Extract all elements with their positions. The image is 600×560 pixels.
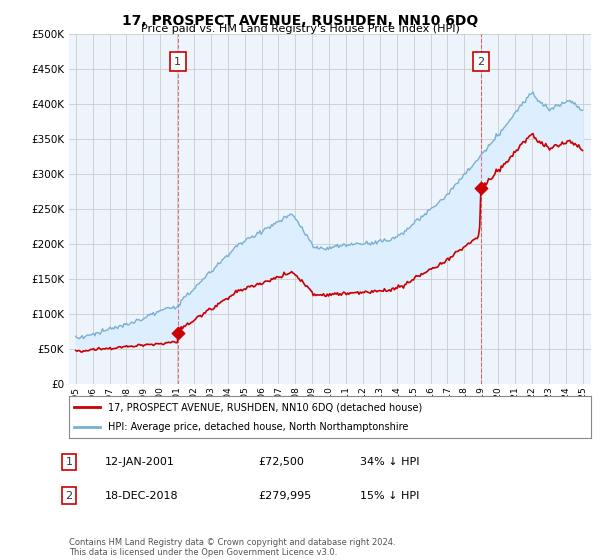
Text: 18-DEC-2018: 18-DEC-2018 (105, 491, 179, 501)
Text: 17, PROSPECT AVENUE, RUSHDEN, NN10 6DQ: 17, PROSPECT AVENUE, RUSHDEN, NN10 6DQ (122, 14, 478, 28)
Text: Price paid vs. HM Land Registry's House Price Index (HPI): Price paid vs. HM Land Registry's House … (140, 24, 460, 34)
Text: £72,500: £72,500 (258, 457, 304, 467)
Text: HPI: Average price, detached house, North Northamptonshire: HPI: Average price, detached house, Nort… (108, 422, 409, 432)
Point (173, 328, 182, 337)
Text: 12-JAN-2001: 12-JAN-2001 (105, 457, 175, 467)
Text: 1: 1 (65, 457, 73, 467)
Text: 1: 1 (174, 57, 181, 67)
Text: 17, PROSPECT AVENUE, RUSHDEN, NN10 6DQ (detached house): 17, PROSPECT AVENUE, RUSHDEN, NN10 6DQ (… (108, 402, 422, 412)
Text: 2: 2 (477, 57, 484, 67)
Point (476, 183, 485, 192)
Text: 34% ↓ HPI: 34% ↓ HPI (360, 457, 419, 467)
Text: £279,995: £279,995 (258, 491, 311, 501)
Text: 2: 2 (65, 491, 73, 501)
Text: Contains HM Land Registry data © Crown copyright and database right 2024.
This d: Contains HM Land Registry data © Crown c… (69, 538, 395, 557)
Text: 15% ↓ HPI: 15% ↓ HPI (360, 491, 419, 501)
